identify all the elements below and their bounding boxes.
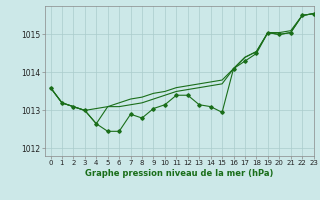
- X-axis label: Graphe pression niveau de la mer (hPa): Graphe pression niveau de la mer (hPa): [85, 169, 273, 178]
